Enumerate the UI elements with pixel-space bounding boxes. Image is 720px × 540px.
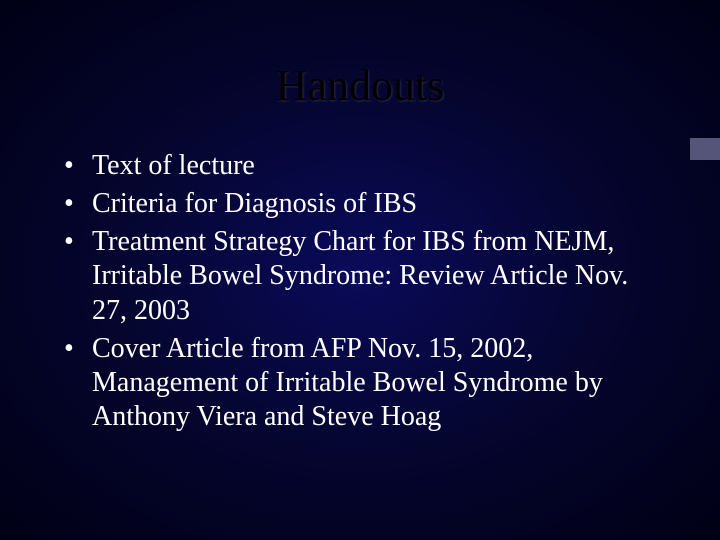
- list-item: Cover Article from AFP Nov. 15, 2002, Ma…: [64, 332, 670, 434]
- slide-container: Handouts Text of lecture Criteria for Di…: [0, 0, 720, 540]
- list-item: Treatment Strategy Chart for IBS from NE…: [64, 225, 670, 327]
- list-item: Text of lecture: [64, 149, 670, 183]
- list-item: Criteria for Diagnosis of IBS: [64, 187, 670, 221]
- accent-bar: [690, 138, 720, 160]
- slide-title: Handouts: [50, 60, 670, 111]
- bullet-list: Text of lecture Criteria for Diagnosis o…: [50, 149, 670, 434]
